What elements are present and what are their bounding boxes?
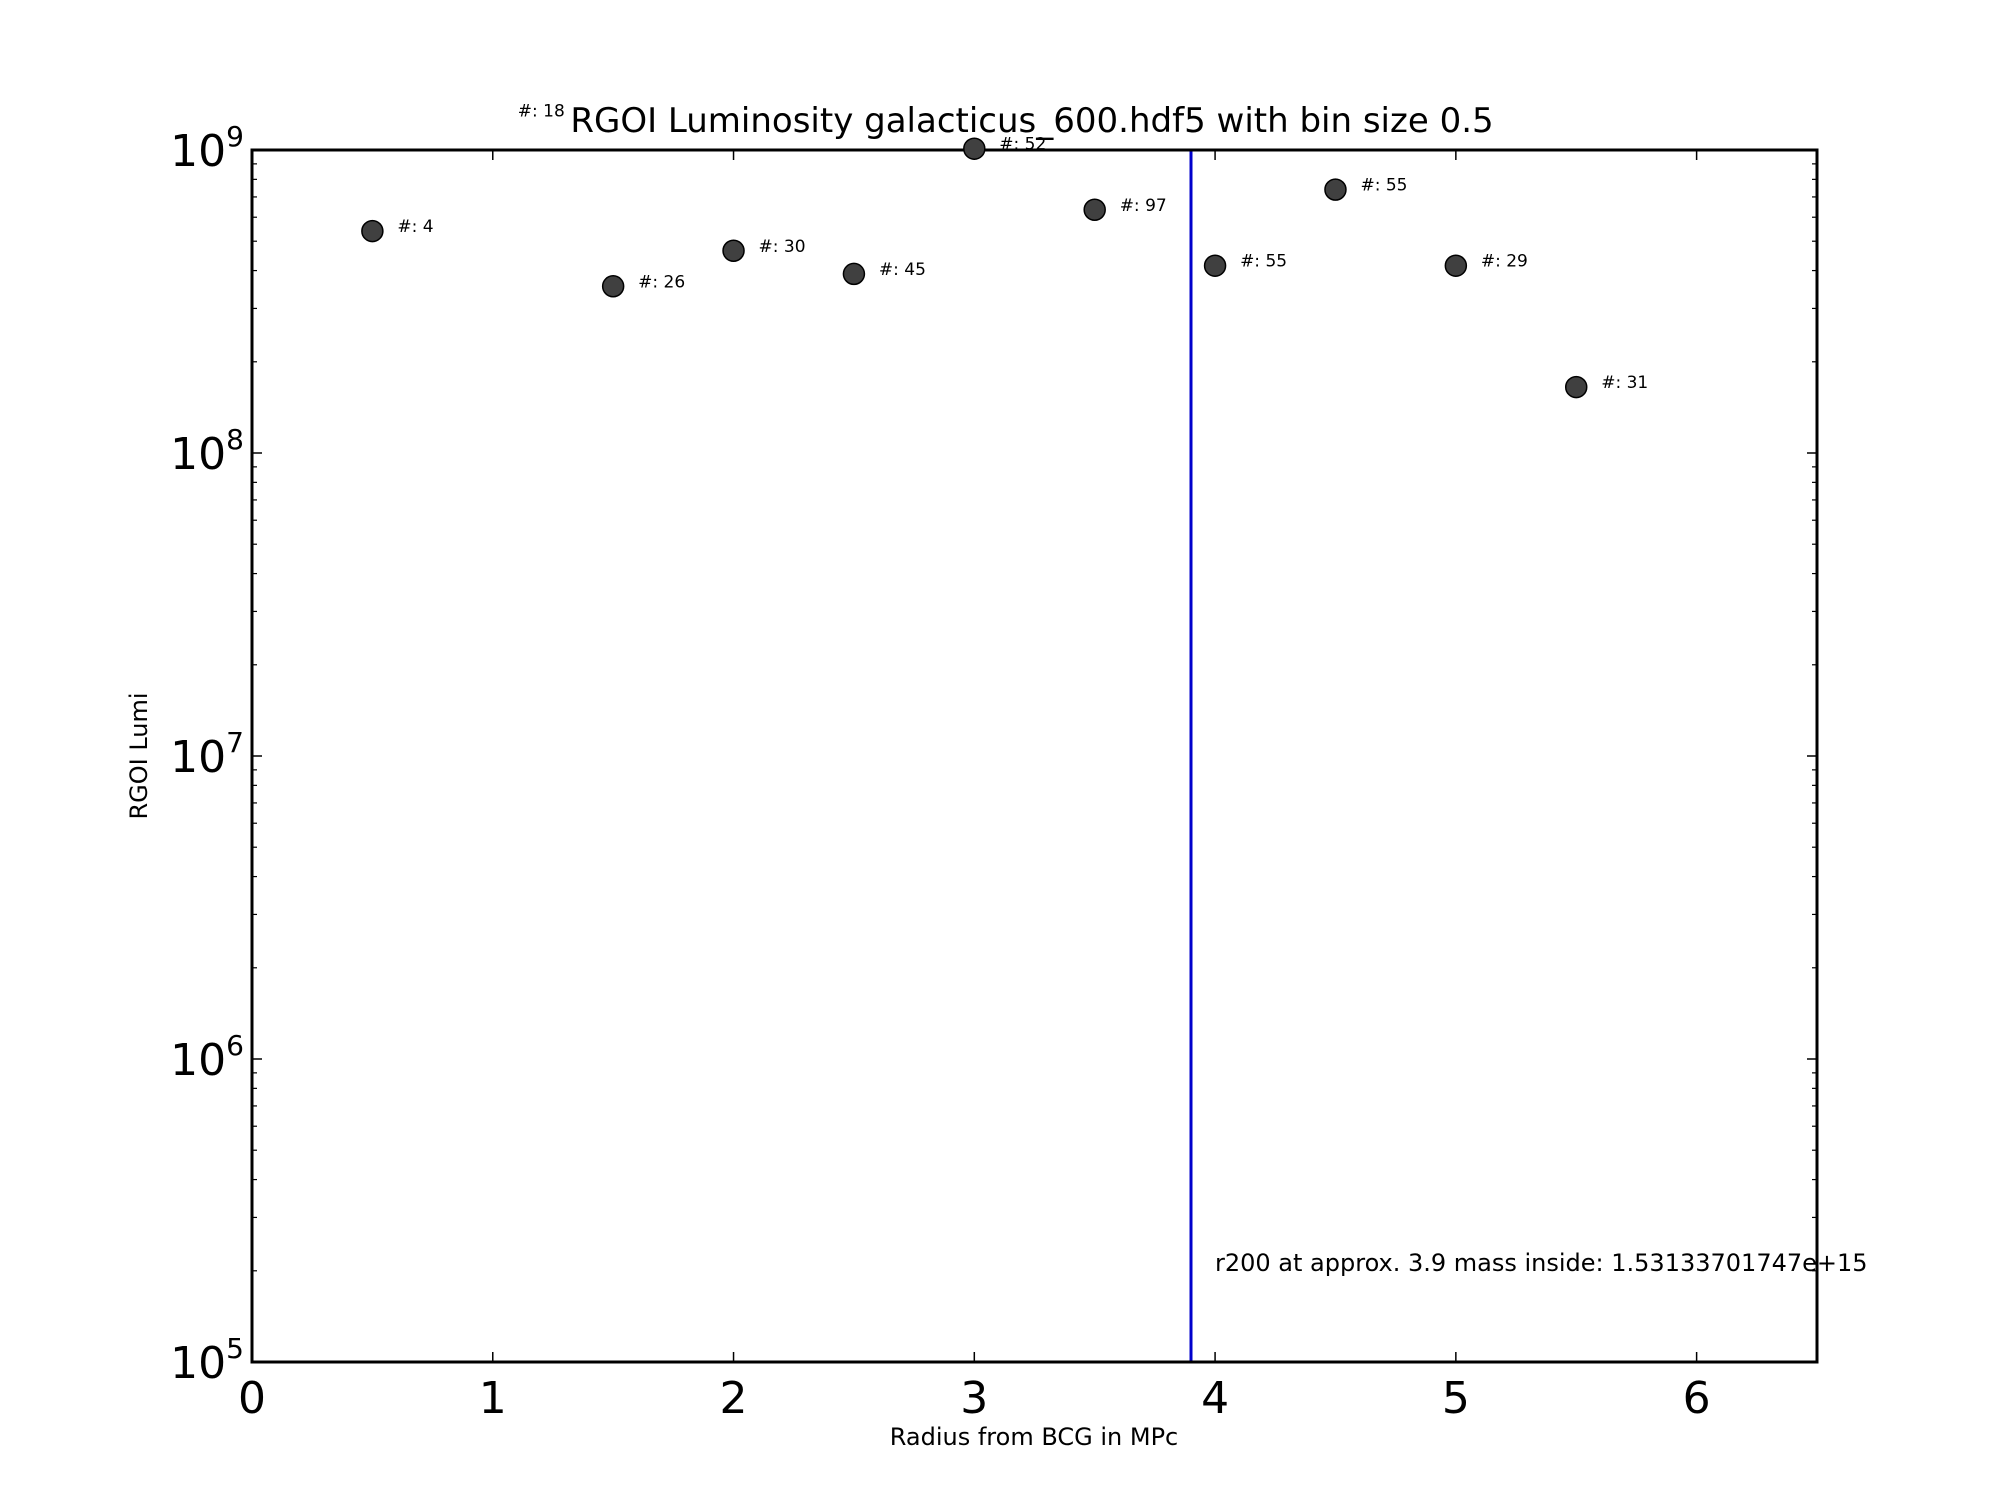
x-axis-label: Radius from BCG in MPc [890,1423,1179,1451]
point-label: #: 55 [1240,252,1287,272]
point-label: #: 52 [999,135,1046,155]
y-tick-label: 108 [170,423,244,480]
data-point [963,137,986,160]
data-point [722,239,745,263]
point-label: #: 30 [759,237,806,257]
y-tick-exponent: 5 [226,1332,244,1365]
data-point [842,262,866,286]
y-tick-label: 107 [170,726,244,783]
data-point [1203,254,1227,277]
x-tick-label: 1 [479,1373,507,1424]
point-label: #: 29 [1481,252,1528,272]
data-point [1444,254,1468,277]
x-tick-label: 3 [960,1373,988,1424]
plot-frame [250,148,1819,1364]
chart-title: RGOI Luminosity galacticus_600.hdf5 with… [570,101,1493,141]
point-labels-layer: #: 4 #: 18 #: 26 #: 30 #: 45 #: 52 #: 97 #: 55 #… [397,101,1648,393]
data-point [1083,198,1106,222]
y-tick-label: 105 [170,1332,244,1389]
point-label: #: 97 [1120,196,1167,216]
y-tick-label: 109 [170,120,244,177]
y-tick-exponent: 6 [226,1029,244,1062]
y-tick-label: 106 [170,1029,244,1086]
y-tick-exponent: 7 [226,726,244,759]
x-tick-label: 0 [238,1373,266,1424]
y-tick-exponent: 9 [226,120,244,153]
y-tick-exponent: 8 [226,423,244,456]
y-tick-base: 10 [170,732,226,783]
point-label: #: 26 [638,272,685,292]
x-tick-label: 2 [720,1373,748,1424]
point-label: #: 18 [518,101,565,121]
r200-annotation: r200 at approx. 3.9 mass inside: 1.53133… [1215,1249,1868,1277]
point-label: #: 31 [1601,373,1648,393]
data-point [1564,375,1588,399]
x-tick-label: 4 [1201,1373,1229,1424]
point-label: #: 4 [397,217,433,237]
y-tick-base: 10 [170,126,226,177]
y-axis-label: RGOI Lumi [125,692,153,819]
x-tick-label: 5 [1442,1373,1470,1424]
point-label: #: 45 [879,260,926,280]
x-tick-label: 6 [1683,1373,1711,1424]
points-layer [361,137,1588,399]
y-tick-base: 10 [170,1338,226,1389]
data-point [1324,178,1347,201]
point-label: #: 55 [1360,176,1407,196]
data-point [601,275,625,298]
y-tick-base: 10 [170,1035,226,1086]
y-tick-base: 10 [170,429,226,480]
data-point [361,219,384,243]
